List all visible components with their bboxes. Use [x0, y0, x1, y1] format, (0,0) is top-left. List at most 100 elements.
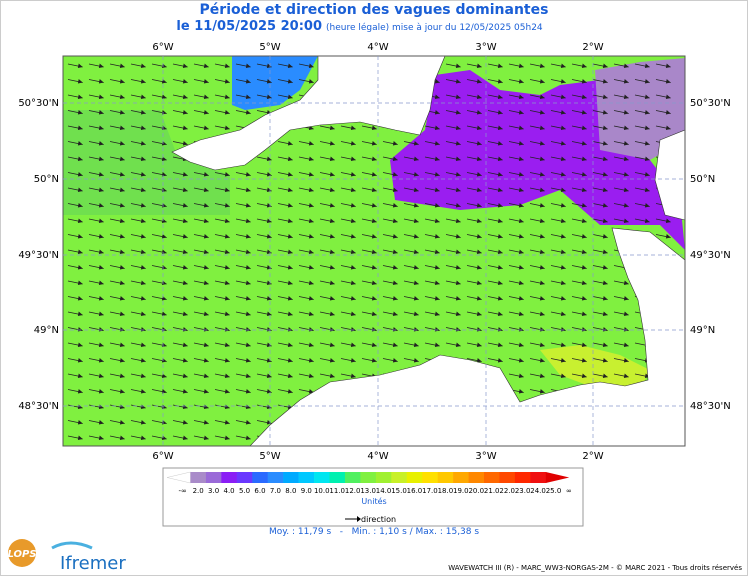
arrow-head — [497, 357, 503, 363]
arrow-head — [350, 342, 356, 347]
arrow-head — [119, 311, 125, 316]
arrow-head — [539, 280, 545, 285]
lat-label: 49°N — [690, 325, 715, 336]
arrow-head — [182, 280, 188, 285]
arrow-head — [392, 156, 398, 161]
arrow-head — [98, 94, 104, 99]
arrow-head — [119, 187, 125, 192]
arrow-head — [182, 63, 188, 68]
arrow-head — [140, 249, 146, 254]
arrow-head — [644, 109, 650, 115]
arrow-head — [287, 78, 293, 84]
arrow-head — [140, 419, 146, 425]
arrow-head — [329, 295, 335, 301]
ifremer-wave — [51, 541, 93, 550]
arrow-head — [98, 140, 104, 146]
arrow-head — [434, 342, 440, 347]
arrow-head — [77, 156, 83, 161]
arrow-head — [77, 373, 83, 378]
arrow-head — [665, 218, 671, 223]
arrow-head — [140, 326, 146, 332]
arrow-head — [476, 187, 482, 192]
arrow-head — [77, 78, 83, 84]
arrow-head — [98, 78, 104, 84]
arrow-head — [350, 171, 356, 177]
arrow-head — [476, 280, 482, 285]
arrow-head — [581, 63, 587, 68]
arrow-head — [581, 202, 587, 208]
arrow-head — [560, 326, 566, 332]
arrow-head — [539, 264, 545, 270]
arrow-head — [455, 218, 461, 223]
arrow-head — [539, 218, 545, 223]
arrow-head — [392, 264, 398, 270]
arrow-head — [392, 202, 398, 208]
arrow-head — [119, 280, 125, 285]
arrow-head — [434, 109, 440, 115]
arrow-head — [581, 342, 587, 347]
arrow-head — [476, 78, 482, 84]
arrow-head — [182, 373, 188, 378]
arrow-head — [224, 63, 230, 68]
arrow-head — [98, 63, 104, 68]
arrow-head — [434, 78, 440, 84]
arrow-head — [119, 295, 125, 301]
arrow-head — [308, 280, 314, 285]
arrow-head — [308, 342, 314, 347]
arrow-head — [287, 326, 293, 332]
arrow-head — [476, 249, 482, 254]
arrow-head — [497, 109, 503, 115]
arrow-head — [140, 435, 146, 440]
arrow-head — [560, 63, 566, 68]
arrow-head — [182, 326, 188, 332]
arrow-head — [77, 187, 83, 192]
arrow-head — [371, 171, 377, 177]
arrow-head — [77, 125, 83, 130]
stats: Moy. : 11,79 s - Min. : 1,10 s / Max. : … — [269, 527, 479, 537]
arrow-head — [581, 218, 587, 223]
legend-label: 6.0 — [254, 487, 265, 495]
arrow-head — [308, 63, 314, 68]
arrow-head — [602, 249, 608, 254]
arrow-head — [392, 171, 398, 177]
arrow-head — [623, 342, 629, 347]
arrow-head — [560, 233, 566, 239]
arrow-head — [245, 388, 251, 394]
arrow-head — [245, 373, 251, 378]
arrow-head — [224, 187, 230, 192]
arrow-head — [623, 280, 629, 285]
arrow-head — [224, 264, 230, 270]
arrow-head — [539, 94, 545, 99]
arrow-head — [287, 218, 293, 223]
arrow-head — [644, 125, 650, 130]
legend-label: 21.0 — [484, 487, 500, 495]
arrow-head — [245, 78, 251, 84]
arrow-head — [203, 357, 209, 363]
arrow-head — [245, 435, 251, 440]
arrow-head — [518, 388, 524, 394]
arrow-head — [644, 218, 650, 223]
arrow-head — [77, 295, 83, 301]
arrow-head — [623, 295, 629, 301]
arrow-head — [455, 63, 461, 68]
legend-swatch — [252, 472, 268, 483]
arrow-head — [245, 171, 251, 177]
lon-label: 5°W — [259, 42, 280, 53]
arrow-head — [560, 295, 566, 301]
lat-label: 50°30'N — [18, 98, 59, 109]
arrow-head — [224, 404, 230, 409]
arrow-head — [245, 63, 251, 68]
lon-label: 3°W — [475, 451, 496, 462]
arrow-head — [434, 280, 440, 285]
arrow-head — [581, 187, 587, 192]
arrow-head — [161, 94, 167, 99]
arrow-head — [392, 295, 398, 301]
arrow-head — [119, 419, 125, 425]
arrow-head — [266, 249, 272, 254]
arrow-head — [497, 125, 503, 130]
arrow-head — [476, 171, 482, 177]
arrow-head — [98, 373, 104, 378]
arrow-head — [518, 63, 524, 68]
arrow-head — [98, 202, 104, 208]
lops: LOPS — [7, 549, 36, 560]
